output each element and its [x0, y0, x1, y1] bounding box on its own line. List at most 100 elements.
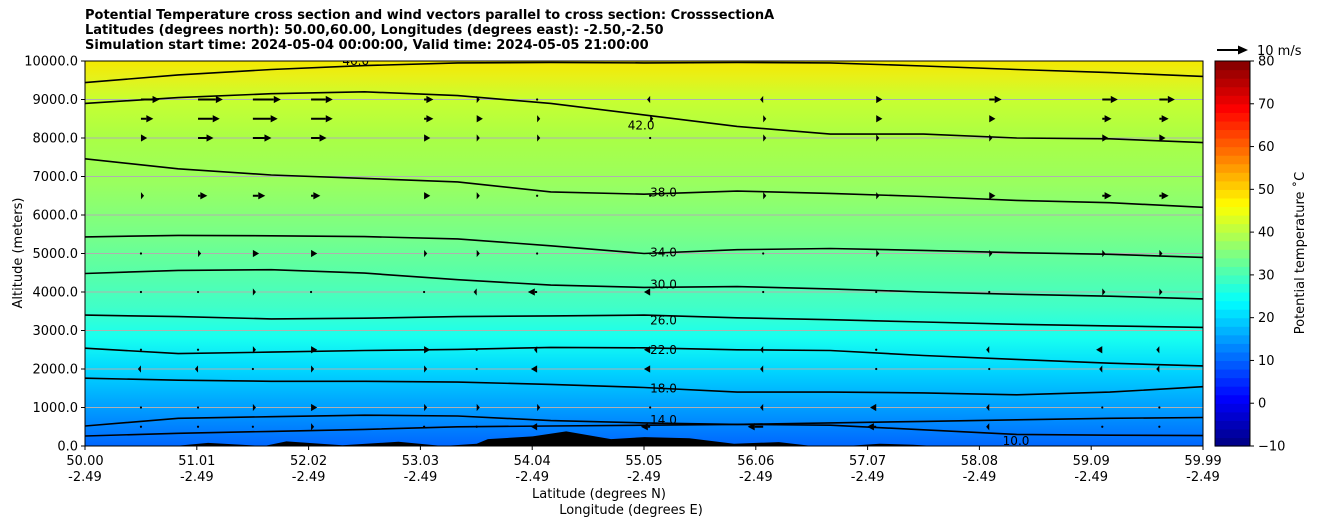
wind-vector-head: [152, 95, 160, 104]
colorbar-band: [1215, 95, 1250, 105]
colorbar-band: [1215, 180, 1250, 190]
wind-vector-head: [994, 95, 1002, 104]
wind-vector: [986, 403, 990, 412]
wind-vector: [537, 115, 541, 123]
y-tick-label: 8000.0: [33, 132, 79, 147]
wind-vector: [876, 249, 880, 258]
wind-vector-head: [424, 192, 431, 200]
wind-vector-head: [1110, 95, 1118, 104]
wind-vector-head: [476, 403, 480, 412]
colorbar-band: [1215, 112, 1250, 122]
colorbar-band: [1215, 146, 1250, 156]
wind-vector-head: [763, 134, 767, 142]
wind-vector-head: [252, 249, 260, 258]
wind-vector: [1102, 95, 1118, 104]
wind-vector: [763, 115, 767, 123]
wind-vector-head: [476, 249, 480, 258]
wind-vector-head: [537, 403, 541, 412]
wind-vector-head: [640, 423, 648, 431]
wind-vector-head: [325, 95, 333, 104]
contour-label: 34.0: [650, 246, 677, 260]
wind-vector: [760, 365, 764, 373]
y-tick-label: 1000.0: [33, 401, 79, 416]
contour-label: 10.0: [1003, 434, 1030, 448]
colorbar-band: [1215, 377, 1250, 387]
colorbar-tick-label: 50: [1258, 183, 1275, 198]
wind-vector-head: [212, 115, 220, 123]
y-axis: 0.0 1000.0 2000.0 3000.0 4000.0 5000.0 6000.0 7…: [24, 55, 85, 455]
wind-vector-head: [426, 115, 434, 123]
wind-vector: [139, 406, 143, 409]
colorbar-band: [1215, 120, 1250, 131]
quiver-key: 10 m/s: [1217, 44, 1302, 59]
x-tick-label-lat: 59.09: [1073, 454, 1110, 469]
wind-vector: [198, 192, 208, 200]
x-tick-label-lon: -2.49: [404, 470, 438, 485]
wind-vector: [1156, 346, 1160, 354]
wind-vector: [311, 403, 318, 412]
wind-vector: [196, 425, 200, 428]
wind-vector-head: [876, 192, 880, 200]
colorbar-band: [1215, 86, 1250, 96]
wind-vector: [476, 249, 480, 258]
y-tick-label: 10000.0: [24, 55, 78, 70]
wind-vector: [198, 134, 214, 142]
wind-vector-head: [989, 115, 996, 123]
wind-vector: [1159, 288, 1163, 296]
wind-vector: [422, 425, 426, 428]
contour-line: [85, 90, 1203, 144]
wind-vector-head: [760, 365, 764, 373]
wind-vector: [1102, 192, 1112, 200]
y-tick-label: 0.0: [57, 440, 78, 455]
wind-vector-head: [473, 288, 477, 296]
colorbar-band: [1215, 206, 1250, 216]
contour-label: 30.0: [650, 277, 677, 291]
wind-vector: [989, 192, 996, 200]
x-tick-label-lon: -2.49: [627, 470, 661, 485]
colorbar-band: [1215, 309, 1250, 319]
wind-vector: [140, 134, 148, 142]
title-line-1: Potential Temperature cross section and …: [85, 8, 775, 23]
wind-vector-head: [1159, 134, 1166, 142]
colorbar-band: [1215, 437, 1250, 447]
wind-vector: [1158, 425, 1161, 428]
wind-vector-head: [876, 115, 883, 123]
wind-vector: [252, 288, 256, 296]
wind-vector: [475, 348, 478, 351]
wind-vector: [870, 403, 877, 412]
y-tick-label: 6000.0: [33, 209, 79, 224]
wind-vector: [424, 115, 434, 123]
wind-vector: [643, 346, 651, 354]
colorbar-band: [1215, 103, 1250, 113]
wind-vector-head: [258, 192, 266, 200]
wind-vector: [875, 348, 878, 351]
wind-vector: [252, 115, 278, 123]
wind-vector: [196, 290, 200, 294]
wind-vector: [530, 365, 538, 373]
colorbar-band: [1215, 283, 1250, 293]
wind-vector-head: [311, 403, 318, 412]
wind-vector: [309, 290, 313, 294]
wind-vector: [424, 134, 431, 142]
wind-vector: [1158, 406, 1161, 409]
wind-vector-head: [252, 346, 256, 354]
contour-line: [85, 314, 1203, 329]
wind-vector-head: [989, 192, 996, 200]
x-tick-label-lat: 52.02: [290, 454, 327, 469]
colorbar-tick-label: 10: [1258, 354, 1275, 369]
wind-vector-head: [643, 346, 651, 354]
wind-vector-head: [1167, 95, 1175, 104]
colorbar-band: [1215, 428, 1250, 439]
colorbar-band: [1215, 172, 1250, 182]
wind-vector: [649, 252, 652, 255]
contour-label: 46.0: [342, 54, 369, 68]
colorbar-band: [1215, 343, 1250, 353]
wind-vector-head: [424, 365, 428, 373]
colorbar-band: [1215, 249, 1250, 259]
wind-vector: [747, 423, 764, 431]
y-tick-label: 4000.0: [33, 286, 79, 301]
contour-line: [85, 234, 1203, 259]
wind-vector-head: [1102, 288, 1106, 296]
contour-line: [85, 414, 1203, 427]
